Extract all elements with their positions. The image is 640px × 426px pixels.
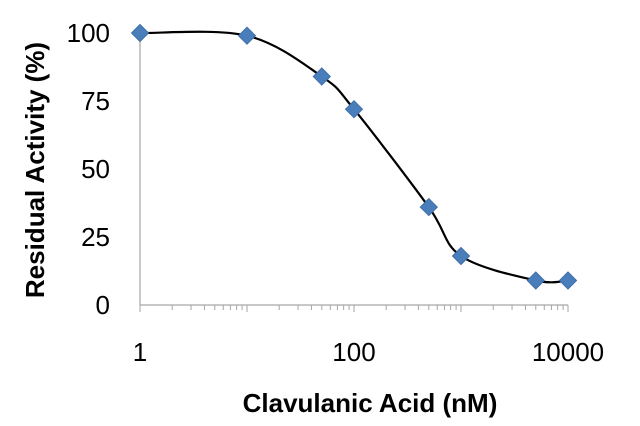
tick-labels: 1 100 10000 0 25 50 75 100 [67,18,605,367]
data-point-marker [419,197,439,217]
x-tick-label: 1 [133,337,147,367]
y-tick-label: 50 [81,154,110,184]
data-point-marker [237,26,257,45]
data-point-marker [558,271,578,290]
data-points [130,23,578,290]
x-tick-label: 100 [332,337,375,367]
data-point-marker [451,246,471,266]
y-tick-label: 0 [96,290,110,320]
axes [139,33,569,312]
y-tick-label: 100 [67,18,110,48]
fitted-curve [139,30,569,284]
y-axis-title: Residual Activity (%) [20,42,50,298]
data-point-marker [312,67,332,86]
data-point-marker [526,271,546,290]
x-axis-title: Clavulanic Acid (nM) [243,388,498,418]
y-tick-label: 25 [81,222,110,252]
y-tick-label: 75 [81,86,110,116]
data-point-marker [344,99,364,119]
x-tick-label: 10000 [532,337,604,367]
data-point-marker [130,23,150,43]
